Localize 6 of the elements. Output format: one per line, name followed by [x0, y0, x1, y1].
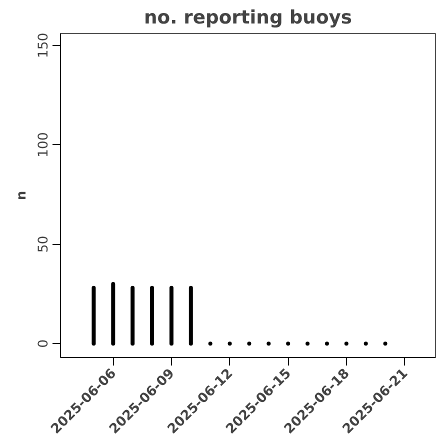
y-tick-label: 50 [36, 236, 52, 253]
chart-title: no. reporting buoys [144, 8, 352, 28]
y-tick-label: 100 [36, 132, 52, 158]
y-axis-title: n [14, 190, 30, 200]
y-tick-label: 0 [36, 339, 52, 348]
y-tick-label: 150 [36, 32, 52, 58]
